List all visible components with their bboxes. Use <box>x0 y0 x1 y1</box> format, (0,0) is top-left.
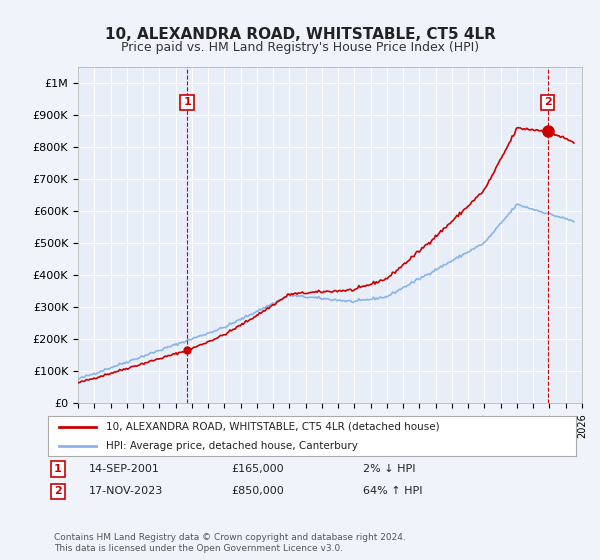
Text: 14-SEP-2001: 14-SEP-2001 <box>89 464 160 474</box>
Text: Price paid vs. HM Land Registry's House Price Index (HPI): Price paid vs. HM Land Registry's House … <box>121 41 479 54</box>
Text: £165,000: £165,000 <box>231 464 284 474</box>
Text: HPI: Average price, detached house, Canterbury: HPI: Average price, detached house, Cant… <box>106 441 358 450</box>
Text: 10, ALEXANDRA ROAD, WHITSTABLE, CT5 4LR: 10, ALEXANDRA ROAD, WHITSTABLE, CT5 4LR <box>104 27 496 42</box>
Text: 1: 1 <box>54 464 62 474</box>
Text: 2: 2 <box>544 97 551 108</box>
Text: 2: 2 <box>54 487 62 497</box>
Text: 17-NOV-2023: 17-NOV-2023 <box>89 487 163 497</box>
Text: Contains HM Land Registry data © Crown copyright and database right 2024.
This d: Contains HM Land Registry data © Crown c… <box>54 533 406 553</box>
Text: 64% ↑ HPI: 64% ↑ HPI <box>363 487 422 497</box>
Text: 10, ALEXANDRA ROAD, WHITSTABLE, CT5 4LR (detached house): 10, ALEXANDRA ROAD, WHITSTABLE, CT5 4LR … <box>106 422 440 432</box>
Text: 1: 1 <box>183 97 191 108</box>
Text: £850,000: £850,000 <box>231 487 284 497</box>
Text: 2% ↓ HPI: 2% ↓ HPI <box>363 464 415 474</box>
